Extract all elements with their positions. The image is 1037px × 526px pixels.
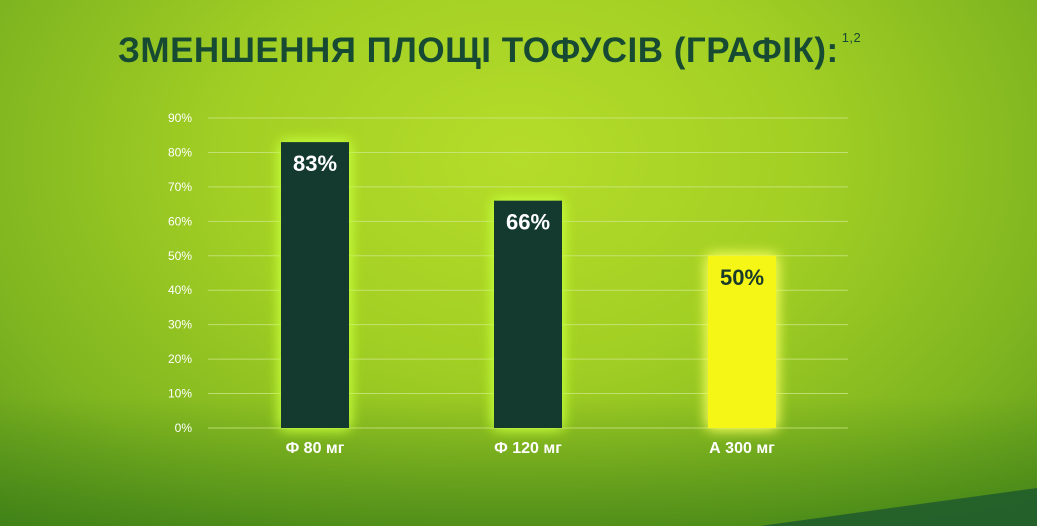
category-label: Ф 120 мг (494, 440, 562, 457)
y-axis-ticks: 0% 10% 20% 30% 40% 50% 60% 70% 80% 90% (168, 111, 192, 435)
y-tick-label: 50% (168, 249, 192, 263)
category-label: А 300 мг (709, 440, 775, 457)
y-tick-label: 90% (168, 111, 192, 125)
bar (494, 200, 562, 428)
category-label: Ф 80 мг (286, 440, 345, 457)
data-label: 66% (506, 210, 550, 235)
y-tick-label: 80% (168, 145, 192, 159)
bars: 83% 66% 50% (281, 142, 776, 428)
x-axis-labels: Ф 80 мг Ф 120 мг А 300 мг (286, 440, 776, 457)
y-tick-label: 20% (168, 352, 192, 366)
y-tick-label: 70% (168, 180, 192, 194)
chart-title: ЗМЕНШЕННЯ ПЛОЩІ ТОФУСІВ (ГРАФІК): 1,2 (118, 30, 861, 71)
y-tick-label: 60% (168, 214, 192, 228)
bar (708, 255, 776, 428)
y-tick-label: 30% (168, 318, 192, 332)
bar (281, 142, 349, 428)
y-tick-label: 40% (168, 283, 192, 297)
title-footnote: 1,2 (841, 30, 862, 45)
y-tick-label: 10% (168, 387, 192, 401)
chart-title-text: ЗМЕНШЕННЯ ПЛОЩІ ТОФУСІВ (ГРАФІК): (118, 31, 839, 70)
data-label: 50% (720, 265, 764, 290)
y-tick-label: 0% (175, 421, 193, 435)
data-label: 83% (293, 151, 337, 176)
